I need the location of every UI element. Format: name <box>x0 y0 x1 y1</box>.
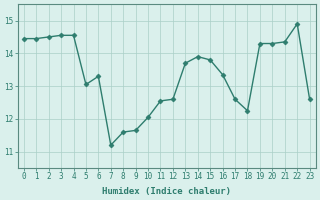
X-axis label: Humidex (Indice chaleur): Humidex (Indice chaleur) <box>102 187 231 196</box>
